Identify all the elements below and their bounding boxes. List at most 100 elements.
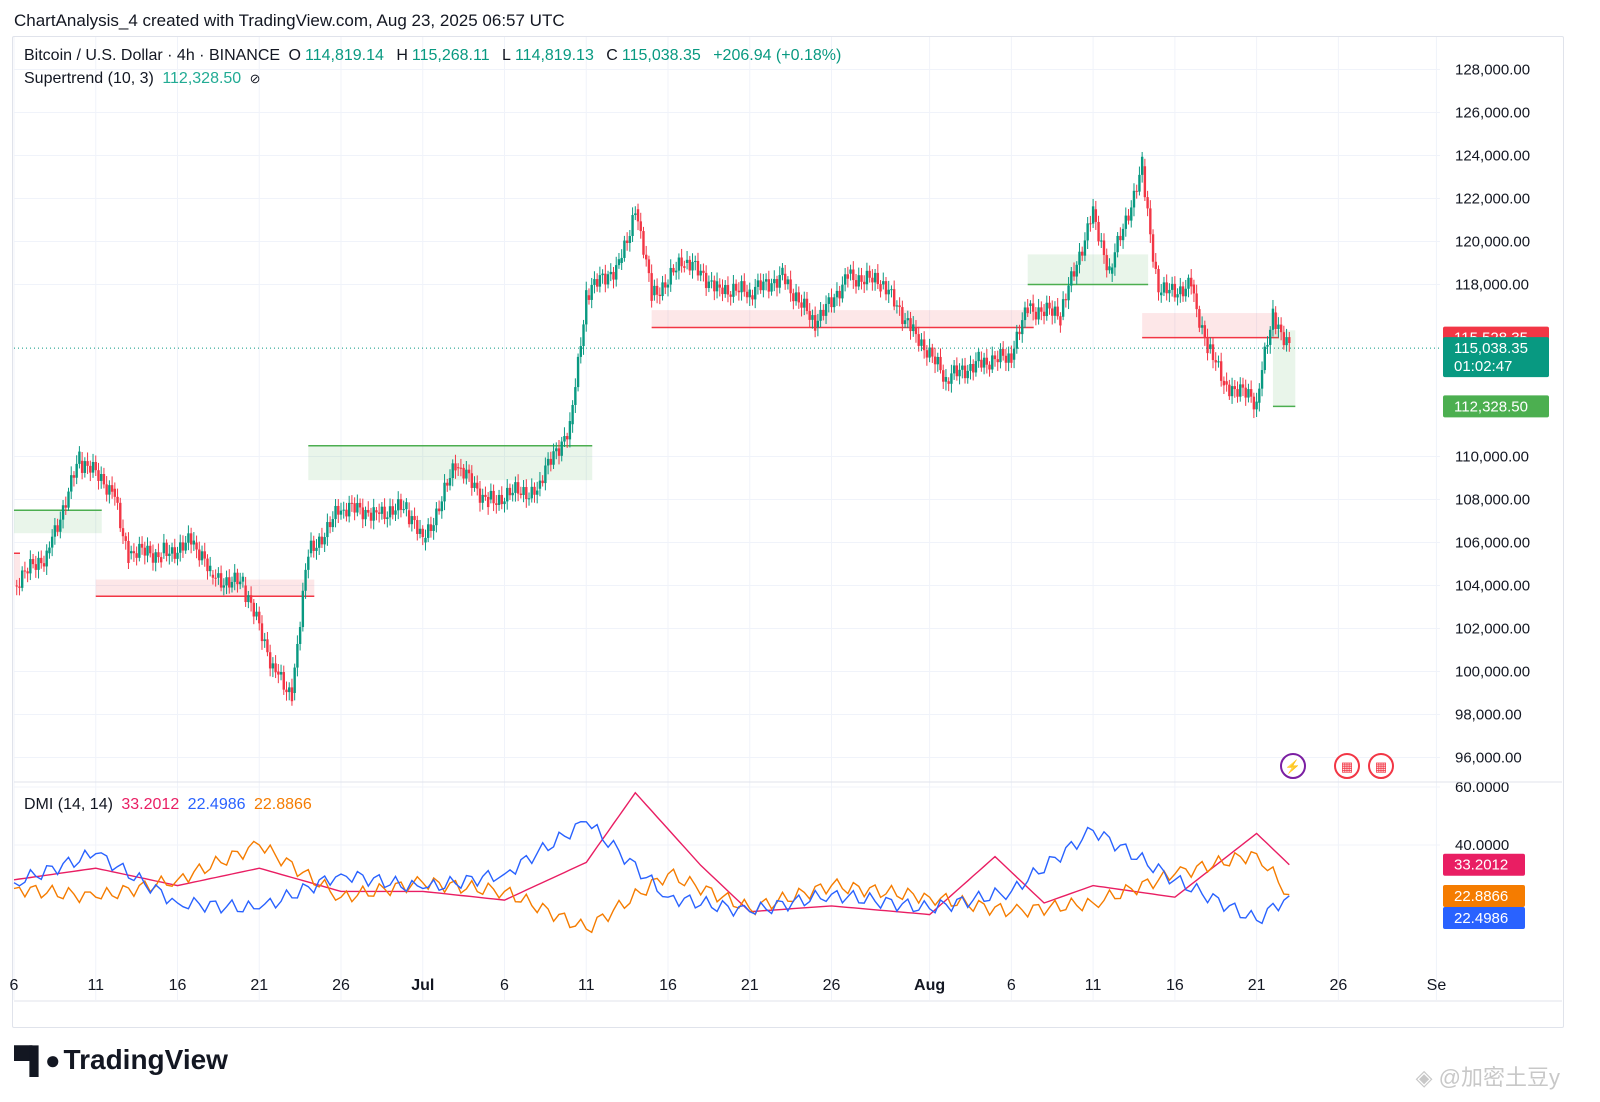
supertrend-legend[interactable]: Supertrend (10, 3) 112,328.50 ⊘ [24, 70, 265, 88]
candle-body [1018, 331, 1021, 335]
candle-body [704, 272, 708, 289]
candle-body [846, 274, 850, 279]
candle-body [783, 273, 787, 285]
candle-body [565, 436, 569, 440]
candle-body [50, 536, 54, 548]
candle-body [369, 512, 373, 521]
dmi-adx-value: 33.2012 [121, 796, 180, 813]
candle-body [803, 298, 806, 308]
candle-body [1078, 251, 1081, 265]
candle-body [402, 509, 405, 511]
candle-body [835, 290, 839, 298]
supertrend-fill [95, 579, 315, 597]
candle-body [609, 271, 612, 275]
candle-body [470, 473, 473, 488]
candle-body [198, 549, 201, 561]
candle-body [939, 356, 942, 371]
candle-body [876, 272, 880, 285]
candle-body [819, 309, 822, 321]
candle-body [263, 639, 266, 642]
candle-body [606, 274, 610, 285]
candle-body [650, 273, 653, 301]
candle-body [1157, 268, 1160, 293]
candle-body [996, 359, 999, 363]
candle-body [1026, 307, 1029, 314]
time-tick-label: Aug [914, 977, 945, 994]
candle-body [413, 516, 416, 521]
dmi-legend[interactable]: DMI (14, 14) 33.2012 22.4986 22.8866 [24, 796, 316, 814]
candle-body [277, 671, 280, 675]
candle-body [489, 490, 493, 500]
candle-body [121, 528, 125, 537]
lightning-event-icon[interactable]: ⚡ [1280, 753, 1306, 779]
candle-body [574, 387, 577, 405]
candle-body [418, 528, 422, 534]
candle-body [1279, 324, 1283, 333]
candle-body [560, 441, 563, 456]
candle-body [903, 320, 907, 325]
dmi-adx-badge-text: 33.2012 [1454, 857, 1508, 874]
candle-body [672, 267, 675, 273]
dmi-minus-badge-bg [1443, 907, 1525, 929]
candle-body [748, 289, 751, 298]
candle-body [838, 290, 841, 299]
candle-body [397, 499, 400, 511]
candle-body [1230, 386, 1234, 397]
lightning-event-icon-ring [1280, 753, 1306, 779]
candle-body [241, 576, 245, 582]
candle-body [377, 512, 381, 514]
candle-body [961, 365, 964, 370]
dmi-tick-label: 60.0000 [1455, 779, 1509, 796]
candle-body [217, 573, 220, 578]
candle-body [195, 542, 198, 550]
candle-body [582, 324, 585, 347]
candle-body [770, 283, 773, 292]
candle-body [89, 465, 92, 473]
candle-body [486, 496, 490, 508]
candle-body [710, 280, 713, 282]
candle-body [546, 458, 550, 466]
high-value: 115,268.11 [411, 47, 490, 64]
candle-body [110, 485, 114, 492]
candle-body [541, 480, 544, 484]
candle-body [928, 347, 931, 358]
candle-body [238, 581, 242, 585]
candle-body [612, 271, 615, 280]
candle-body [440, 501, 444, 512]
candle-body [1051, 308, 1054, 316]
candle-body [424, 537, 427, 543]
candle-body [865, 270, 869, 285]
hide-indicator-icon[interactable]: ⊘ [249, 71, 261, 86]
candle-body [1263, 346, 1266, 371]
candle-body [890, 289, 893, 291]
candle-body [228, 577, 231, 588]
candle-body [533, 486, 536, 495]
candle-body [792, 293, 795, 302]
price-chart[interactable]: 128,000.00 126,000.00 124,000.00 122,000.00… [0, 0, 1600, 1040]
candle-body [868, 270, 871, 278]
candle-body [936, 356, 939, 365]
dmi-minusdi-line [13, 820, 1290, 925]
candle-body [737, 290, 741, 293]
price-tick-label: 98,000.00 [1455, 707, 1522, 724]
candle-body [342, 509, 345, 511]
us-flag-event-icon[interactable]: ▦ [1334, 753, 1360, 779]
candle-body [1247, 389, 1250, 398]
candle-body [1149, 208, 1152, 235]
candle-body [307, 556, 310, 570]
candle-body [70, 475, 73, 492]
candle-body [879, 284, 882, 292]
candle-body [552, 451, 555, 465]
logo-text: TradingView [63, 1044, 228, 1075]
candle-body [972, 363, 975, 373]
candle-body [1105, 255, 1108, 271]
candle-body [78, 451, 81, 464]
candle-body [53, 525, 57, 537]
open-label: O [288, 47, 301, 64]
candle-body [1102, 240, 1106, 256]
time-tick-label: 21 [1248, 977, 1266, 994]
candle-body [985, 357, 989, 365]
candle-body [168, 553, 171, 557]
us-flag-event-icon[interactable]: ▦ [1368, 753, 1394, 779]
candle-body [31, 559, 35, 565]
